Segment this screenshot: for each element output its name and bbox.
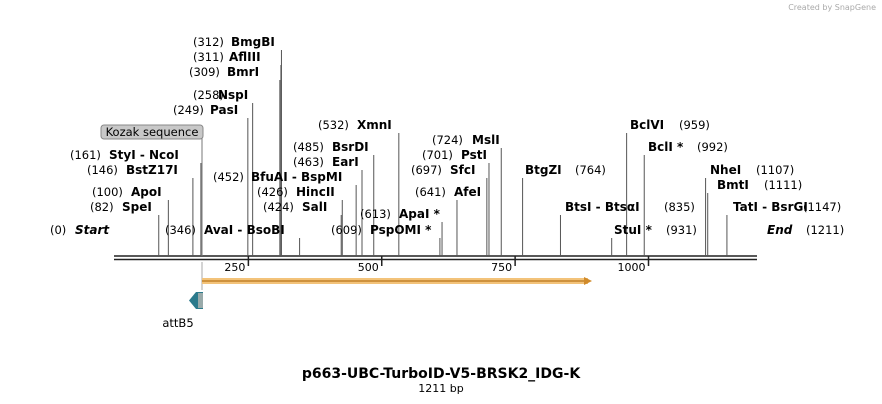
site-position: (424) [263,200,294,214]
map-subtitle: 1211 bp [418,382,463,395]
site-name: BtgZI [525,163,562,177]
site-name: StyI - NcoI [109,148,179,162]
site-name: BsrDI [332,140,369,154]
site-name: PstI [461,148,487,162]
site-name: HincII [296,185,335,199]
ruler-label: 500 [358,261,379,274]
site-position: (463) [293,155,324,169]
site-name: End [767,223,793,237]
site-position: (258) [193,88,224,102]
site-position: (82) [90,200,114,214]
site-name: XmnI [357,118,392,132]
ruler-label: 250 [224,261,245,274]
site-name: NspI [218,88,248,102]
site-name: BfuAI - BspMI [251,170,342,184]
site-position: (249) [173,103,204,117]
site-name: TatI - BsrGI [733,200,808,214]
site-position: (532) [318,118,349,132]
site-position: (701) [422,148,453,162]
site-name: BmgBI [231,35,275,49]
ruler-label: 750 [491,261,512,274]
site-position: (309) [189,65,220,79]
kozak-label: Kozak sequence [106,125,199,139]
site-name: BmrI [227,65,259,79]
site-position: (312) [193,35,224,49]
site-position: (485) [293,140,324,154]
ruler-label: 1000 [618,261,646,274]
site-position: (100) [92,185,123,199]
site-position: (931) [666,223,697,237]
site-position: (764) [575,163,606,177]
site-position: (346) [165,223,196,237]
kozak-box [100,124,204,140]
site-name: Start [75,223,110,237]
site-position: (0) [50,223,66,237]
site-name: BclI * [648,140,684,154]
site-position: (613) [360,207,391,221]
site-position: (146) [87,163,118,177]
map-title: p663-UBC-TurboID-V5-BRSK2_IDG-K [302,366,581,382]
site-name: ApoI [131,185,162,199]
site-position: (724) [432,133,463,147]
site-position: (452) [213,170,244,184]
site-position: (641) [415,185,446,199]
site-position: (426) [257,185,288,199]
site-name: MslI [472,133,500,147]
site-position: (697) [411,163,442,177]
site-position: (311) [193,50,224,64]
site-name: StuI * [614,223,653,237]
site-position: (609) [331,223,362,237]
site-position: (1211) [806,223,844,237]
site-name: PasI [210,103,238,117]
attb5-label: attB5 [162,316,193,330]
site-name: EarI [332,155,359,169]
credit: Created by SnapGene [788,3,876,12]
site-position: (959) [679,118,710,132]
site-position: (1147) [803,200,841,214]
site-position: (161) [70,148,101,162]
site-name: NheI [710,163,741,177]
site-name: AfeI [454,185,481,199]
site-name: BtsI - BtsαI [565,200,640,214]
site-position: (992) [697,140,728,154]
site-name: ApaI * [399,207,441,221]
attb5-end [198,293,203,308]
site-name: BmtI [717,178,749,192]
site-name: AflIII [229,50,261,64]
site-name: BclVI [630,118,664,132]
site-position: (1111) [764,178,802,192]
site-name: BstZ17I [126,163,178,177]
site-name: SalI [302,200,327,214]
site-name: PspOMI * [370,223,432,237]
site-position: (835) [664,200,695,214]
site-position: (1107) [756,163,794,177]
site-name: AvaI - BsoBI [204,223,285,237]
site-name: SfcI [450,163,475,177]
cds-arrow [584,277,592,285]
site-name: SpeI [122,200,152,214]
